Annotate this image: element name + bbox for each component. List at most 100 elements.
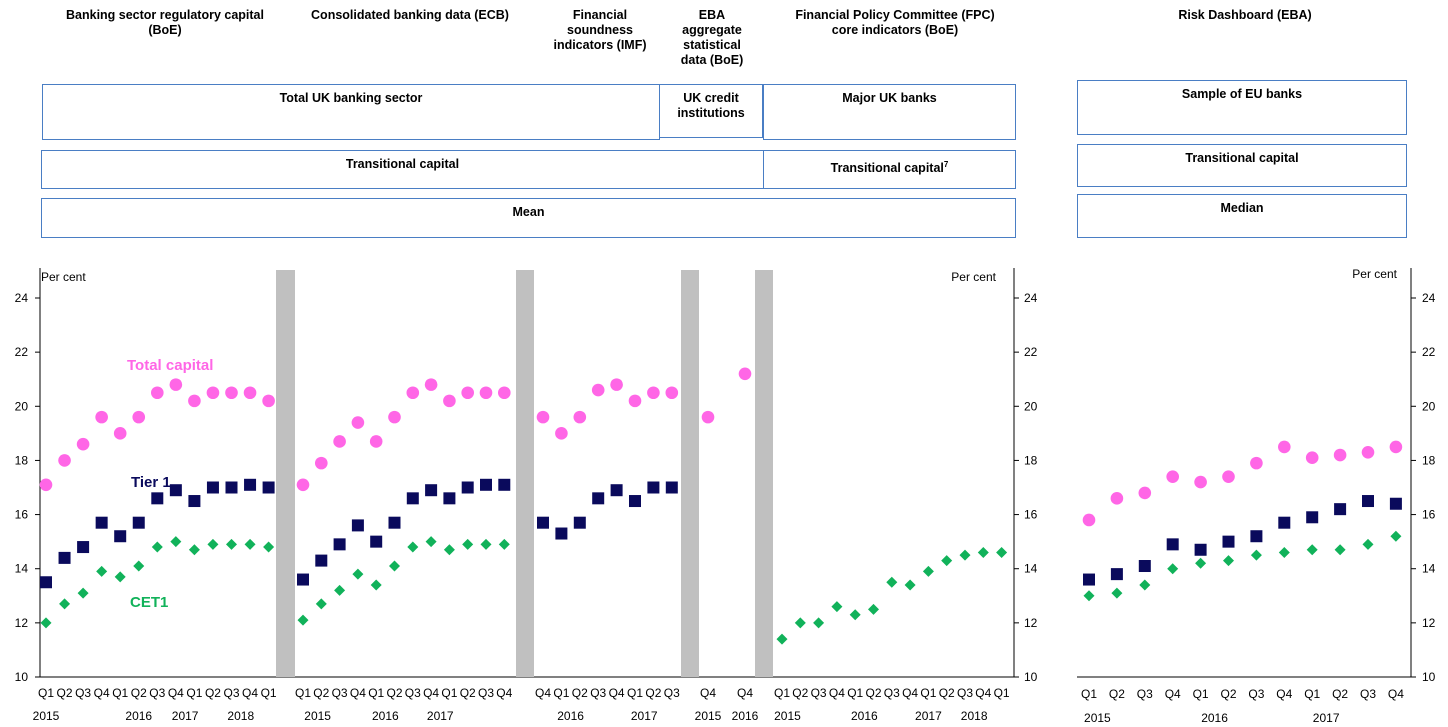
cet1-point xyxy=(297,614,309,626)
eu-x-tick-label-quarter: Q3 xyxy=(1248,687,1264,701)
y-tick-label-right: 10 xyxy=(1024,670,1038,684)
eu-x-tick-label-quarter: Q4 xyxy=(1276,687,1292,701)
y-tick-label-right: 12 xyxy=(1024,616,1038,630)
x-tick-label-quarter: Q4 xyxy=(829,686,845,700)
eu-x-tick-label-quarter: Q2 xyxy=(1220,687,1236,701)
x-tick-label-year: 2015 xyxy=(695,709,722,723)
x-tick-label-quarter: Q2 xyxy=(460,686,476,700)
x-tick-label-quarter: Q4 xyxy=(94,686,110,700)
x-tick-label-quarter: Q4 xyxy=(242,686,258,700)
eu-cet1-point xyxy=(1223,555,1234,567)
x-tick-label-year: 2016 xyxy=(125,709,152,723)
y-tick-label-right: 14 xyxy=(1024,562,1038,576)
source-separator xyxy=(276,270,295,677)
y-tick-label-left: 24 xyxy=(15,291,29,305)
total-capital-point xyxy=(113,427,127,440)
x-tick-label-quarter: Q2 xyxy=(792,686,808,700)
cet1-point xyxy=(498,538,510,550)
total-capital-point xyxy=(58,454,71,467)
eu-unit-label: Per cent xyxy=(1352,267,1397,281)
eu-total-capital-point xyxy=(1166,470,1179,483)
eu-cet1-point xyxy=(1195,557,1207,569)
cet1-point xyxy=(389,560,400,572)
total-capital-point xyxy=(39,478,53,492)
total-capital-point xyxy=(243,386,257,400)
eu-x-tick-label-quarter: Q1 xyxy=(1193,687,1209,701)
total-capital-point xyxy=(406,386,420,400)
eu-cet1-point xyxy=(1306,544,1318,556)
y-tick-label-right: 22 xyxy=(1024,345,1038,359)
eu-total-capital-point xyxy=(1278,440,1291,454)
tier1-point xyxy=(206,481,219,494)
y-tick-label-left: 10 xyxy=(15,670,29,684)
eu-total-capital-point xyxy=(1389,440,1403,454)
y-tick-label-left: 22 xyxy=(15,345,29,359)
eu-cet1-point xyxy=(1111,587,1123,599)
eu-total-capital-point xyxy=(1333,448,1347,462)
eu-y-tick-label: 24 xyxy=(1422,291,1436,305)
total-capital-point xyxy=(225,386,238,400)
total-capital-point xyxy=(536,410,550,424)
eu-total-capital-point xyxy=(1110,492,1124,505)
box-uk-credit-institutions: UK credit institutions xyxy=(659,84,763,138)
total-capital-point xyxy=(610,378,623,391)
total-capital-point xyxy=(151,386,164,400)
source-title-eba-aggregate: EBA aggregate statistical data (BoE) xyxy=(680,8,744,67)
x-tick-label-year: 2017 xyxy=(172,709,199,723)
tier1-point xyxy=(592,492,605,505)
eu-y-tick-label: 22 xyxy=(1422,345,1436,359)
total-capital-point xyxy=(262,394,275,408)
eu-x-tick-label-quarter: Q2 xyxy=(1332,687,1348,701)
series-label-cet1: CET1 xyxy=(130,594,168,611)
x-tick-label-year: 2017 xyxy=(631,709,658,723)
total-capital-point xyxy=(555,427,568,440)
total-capital-point xyxy=(206,386,220,400)
eu-x-tick-label-quarter: Q4 xyxy=(1165,687,1181,701)
tier1-point xyxy=(665,481,678,494)
cet1-point xyxy=(425,536,437,548)
tier1-point xyxy=(315,554,328,567)
total-capital-point xyxy=(479,386,493,400)
x-tick-label-quarter: Q3 xyxy=(332,686,348,700)
x-tick-label-quarter: Q2 xyxy=(386,686,402,700)
total-capital-point xyxy=(665,386,679,400)
tier1-point xyxy=(40,576,52,589)
x-tick-label-quarter: Q4 xyxy=(496,686,512,700)
cet1-point xyxy=(244,538,256,550)
tier1-point xyxy=(151,492,164,505)
tier1-point xyxy=(77,541,90,554)
source-separator xyxy=(681,270,699,677)
eu-tier1-point xyxy=(1110,568,1123,581)
tier1-point xyxy=(244,478,257,491)
x-tick-label-quarter: Q2 xyxy=(313,686,329,700)
x-tick-label-quarter: Q3 xyxy=(957,686,973,700)
total-capital-point xyxy=(76,437,90,451)
eu-tier1-point xyxy=(1362,495,1374,508)
cet1-point xyxy=(443,544,455,556)
eu-tier1-point xyxy=(1083,573,1095,586)
cet1-point xyxy=(77,587,89,599)
eu-total-capital-point xyxy=(1082,513,1096,527)
total-capital-point xyxy=(738,367,752,381)
y-tick-label-right: 20 xyxy=(1024,399,1038,413)
total-capital-point xyxy=(333,435,346,448)
cet1-point xyxy=(922,565,934,577)
source-separator xyxy=(755,270,773,677)
x-tick-label-quarter: Q2 xyxy=(205,686,221,700)
cet1-point xyxy=(151,541,163,553)
total-capital-point xyxy=(628,394,642,408)
eu-cet1-point xyxy=(1167,563,1179,575)
eu-total-capital-point xyxy=(1250,456,1263,470)
y-tick-label-left: 16 xyxy=(15,508,29,522)
x-tick-label-quarter: Q1 xyxy=(441,686,457,700)
eu-x-tick-label-quarter: Q1 xyxy=(1304,687,1320,701)
cet1-point xyxy=(263,541,275,553)
cet1-point xyxy=(133,560,145,572)
x-tick-label-quarter: Q2 xyxy=(645,686,661,700)
total-capital-point xyxy=(443,394,456,408)
eu-y-tick-label: 14 xyxy=(1422,562,1436,576)
cet1-point xyxy=(794,617,806,629)
x-tick-label-quarter: Q2 xyxy=(939,686,955,700)
x-tick-label-quarter: Q3 xyxy=(884,686,900,700)
